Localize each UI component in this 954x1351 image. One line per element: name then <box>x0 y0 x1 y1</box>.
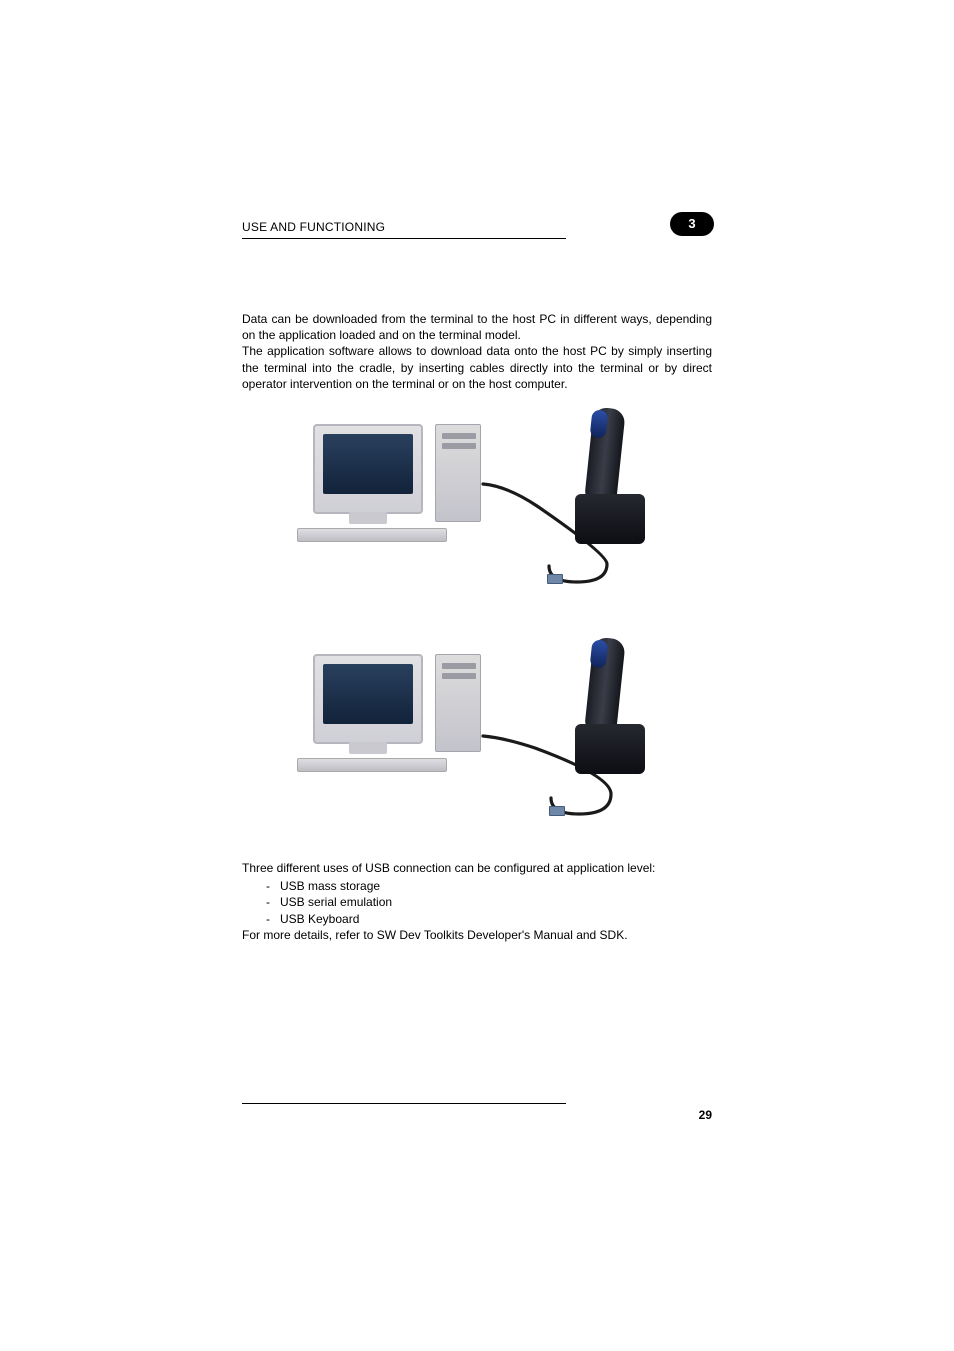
chapter-badge: 3 <box>670 212 714 236</box>
usb-intro: Three different uses of USB connection c… <box>242 860 712 876</box>
usb-plug-icon <box>549 806 565 816</box>
section-title: USE AND FUNCTIONING <box>242 220 566 236</box>
header-underline <box>242 238 566 239</box>
chapter-number: 3 <box>670 212 714 236</box>
usb-plug-icon <box>547 574 563 584</box>
header-left: USE AND FUNCTIONING <box>242 220 566 239</box>
usb-footnote: For more details, refer to SW Dev Toolki… <box>242 927 712 943</box>
paragraph-2: The application software allows to downl… <box>242 343 712 392</box>
barcode-terminal-icon <box>575 638 645 788</box>
page-content: USE AND FUNCTIONING 3 Data can be downlo… <box>242 220 712 943</box>
barcode-terminal-icon <box>575 408 645 558</box>
figure-1 <box>297 414 657 584</box>
paragraph-1: Data can be downloaded from the terminal… <box>242 311 712 343</box>
footer-rule <box>242 1103 566 1104</box>
list-item: USB serial emulation <box>242 894 712 910</box>
list-item: USB Keyboard <box>242 911 712 927</box>
figure-2 <box>297 644 657 814</box>
spacer <box>242 239 712 311</box>
cradle-icon <box>575 724 645 774</box>
list-item: USB mass storage <box>242 878 712 894</box>
page-number: 29 <box>699 1108 712 1122</box>
page-header: USE AND FUNCTIONING 3 <box>242 220 712 239</box>
figures <box>242 414 712 814</box>
usb-config-block: Three different uses of USB connection c… <box>242 860 712 943</box>
cradle-icon <box>575 494 645 544</box>
